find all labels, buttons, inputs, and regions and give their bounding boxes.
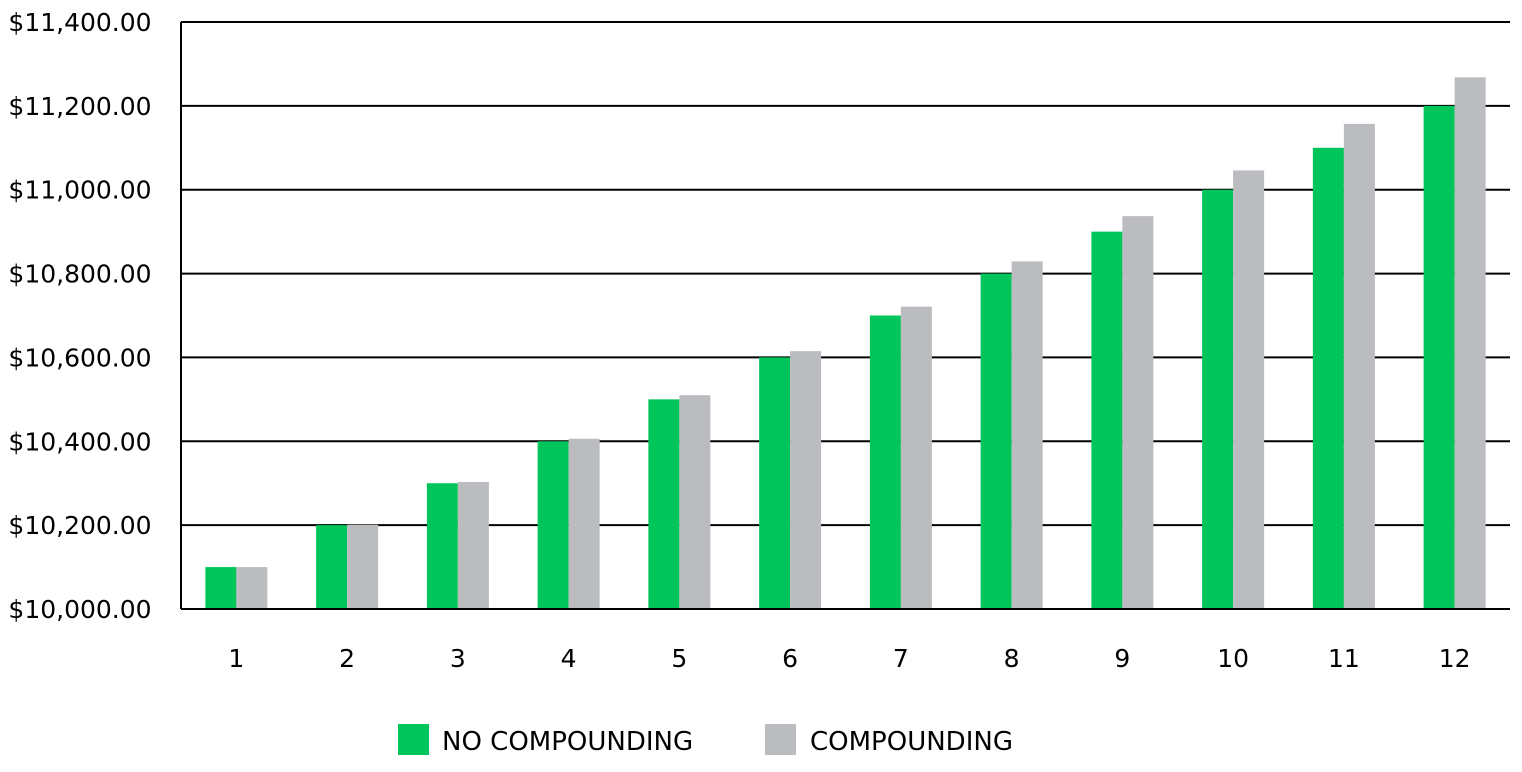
bar-compounding-6 [790, 351, 822, 609]
bar-no-compounding-1 [205, 567, 237, 609]
bar-compounding-10 [1233, 170, 1265, 610]
bar-no-compounding-6 [759, 357, 791, 609]
y-tick-label: $10,400.00 [8, 427, 151, 456]
y-tick-label: $10,800.00 [8, 260, 151, 289]
x-tick-label: 1 [228, 644, 244, 673]
legend: NO COMPOUNDING COMPOUNDING [398, 724, 1013, 757]
bar-no-compounding-9 [1091, 231, 1123, 609]
y-axis-tick-labels: $10,000.00 $10,200.00 $10,400.00 $10,600.00… [8, 8, 151, 624]
x-tick-label: 11 [1328, 644, 1360, 673]
x-tick-label: 12 [1439, 644, 1471, 673]
bar-no-compounding-5 [648, 399, 680, 609]
x-axis-tick-labels: 1 2 3 4 5 6 7 8 9 10 11 12 [228, 644, 1470, 673]
bar-no-compounding-7 [869, 315, 901, 609]
bar-compounding-2 [347, 524, 379, 609]
bar-no-compounding-3 [426, 483, 458, 609]
bar-no-compounding-8 [980, 273, 1012, 609]
x-tick-label: 8 [1004, 644, 1020, 673]
y-tick-label: $10,200.00 [8, 511, 151, 540]
x-tick-label: 2 [339, 644, 355, 673]
bar-compounding-9 [1122, 216, 1154, 610]
x-tick-label: 5 [671, 644, 687, 673]
bar-compounding-4 [568, 438, 600, 609]
y-tick-label: $11,200.00 [8, 92, 151, 121]
bar-compounding-5 [679, 395, 711, 609]
y-tick-label: $10,600.00 [8, 343, 151, 372]
x-tick-label: 4 [561, 644, 577, 673]
y-tick-label: $11,400.00 [8, 8, 151, 37]
x-tick-label: 6 [782, 644, 798, 673]
bar-compounding-11 [1343, 123, 1375, 610]
bar-no-compounding-10 [1202, 189, 1234, 609]
legend-label-compounding: COMPOUNDING [810, 727, 1013, 757]
gridlines [181, 21, 1510, 527]
bar-no-compounding-12 [1423, 105, 1455, 609]
bar-compounding-7 [900, 306, 932, 609]
legend-swatch-no-compounding [398, 724, 429, 755]
x-tick-label: 7 [893, 644, 909, 673]
bars [205, 77, 1486, 610]
bar-no-compounding-4 [537, 441, 569, 609]
x-tick-label: 3 [450, 644, 466, 673]
x-tick-label: 10 [1217, 644, 1249, 673]
legend-label-no-compounding: NO COMPOUNDING [442, 727, 693, 757]
x-tick-label: 9 [1114, 644, 1130, 673]
axes [180, 22, 1510, 610]
y-tick-label: $11,000.00 [8, 176, 151, 205]
y-tick-label: $10,000.00 [8, 595, 151, 624]
legend-swatch-compounding [765, 724, 796, 755]
bar-compounding-1 [236, 567, 268, 609]
bar-compounding-12 [1454, 77, 1486, 610]
bar-compounding-3 [457, 481, 489, 609]
bar-no-compounding-11 [1312, 147, 1344, 610]
bar-no-compounding-2 [316, 525, 348, 609]
bar-compounding-8 [1011, 261, 1043, 609]
